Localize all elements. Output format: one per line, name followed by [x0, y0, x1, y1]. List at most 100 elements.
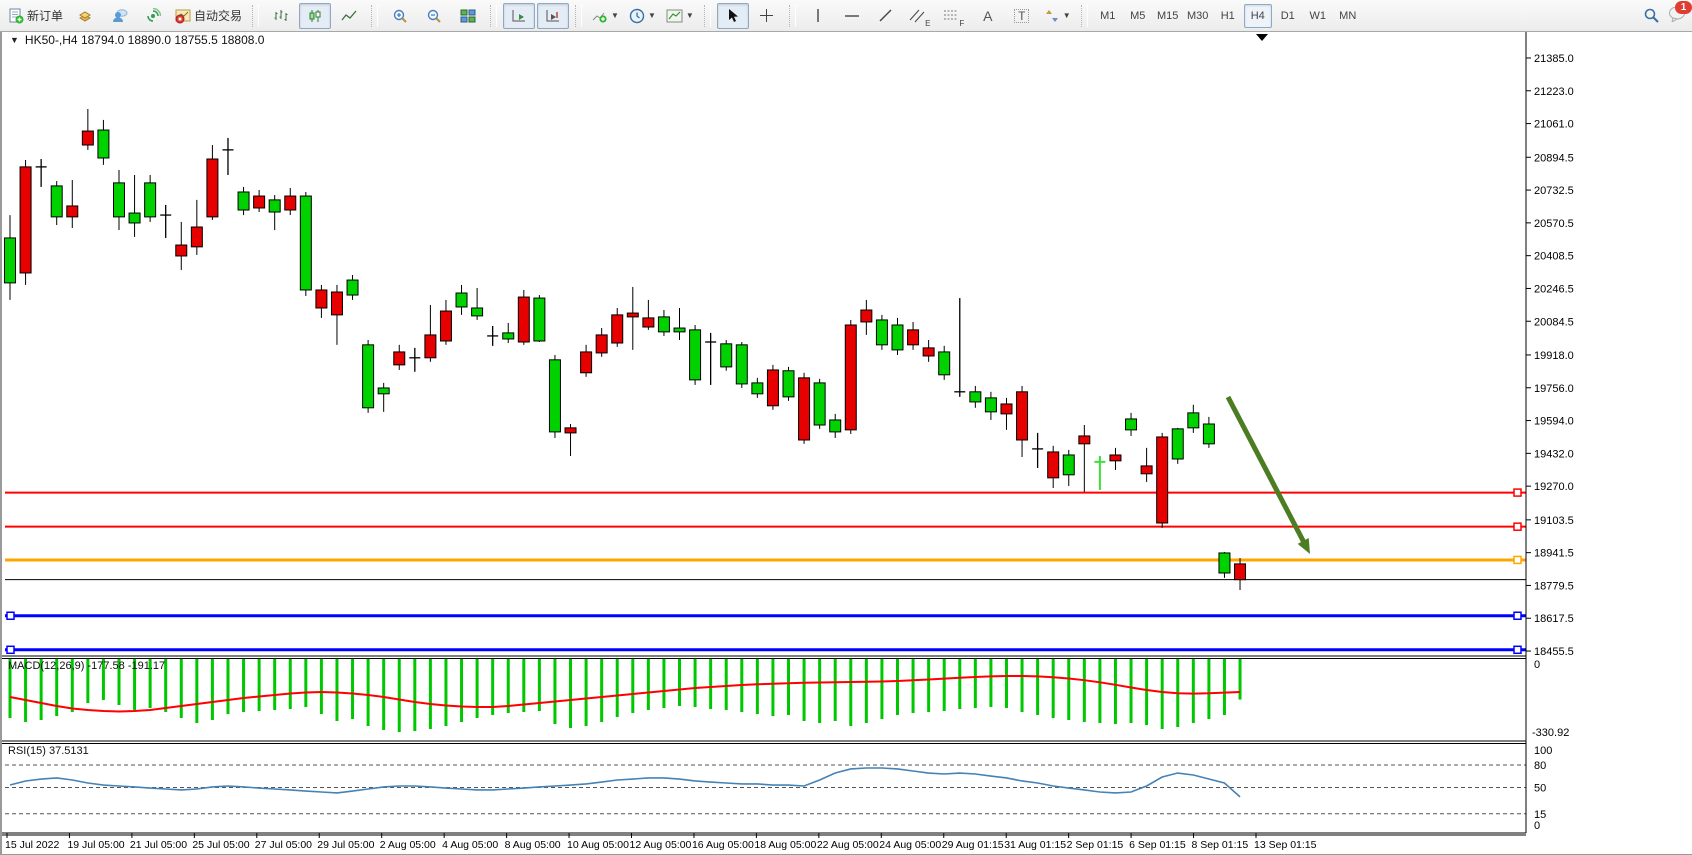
hline-handle[interactable]	[1513, 555, 1522, 565]
horizontal-line-icon	[844, 14, 859, 17]
price-axis-label: 20894.5	[1534, 152, 1574, 164]
bear-candle	[1078, 435, 1091, 445]
timeframe-button-W1[interactable]: W1	[1309, 9, 1326, 22]
line-chart-icon	[341, 10, 357, 20]
bear-candle	[1047, 451, 1060, 479]
text-tool-button[interactable]: A	[972, 3, 1004, 29]
community-button[interactable]	[103, 3, 135, 29]
bull-candle	[969, 391, 982, 403]
bull-candle	[112, 182, 125, 218]
timeframe-button-M1[interactable]: M1	[1100, 9, 1116, 22]
arrow-annotation[interactable]	[1225, 395, 1308, 547]
timeframe-button-M30[interactable]: M30	[1187, 9, 1209, 22]
fibonacci-tool-button[interactable]: F	[938, 3, 970, 29]
candlestick-mode-button[interactable]	[299, 2, 332, 29]
templates-button[interactable]: ▼	[662, 3, 698, 29]
time-axis-label: 2 Sep 01:15	[1067, 839, 1124, 851]
notifications-button[interactable]: 1	[1668, 1, 1692, 25]
cursor-tool-button[interactable]	[716, 2, 749, 29]
horizontal-line-tool-button[interactable]	[836, 3, 868, 29]
bull-candle	[533, 297, 546, 342]
timeframe-button-M15[interactable]: M15	[1157, 9, 1179, 22]
vertical-line-tool-button[interactable]	[802, 3, 834, 29]
rsi-indicator-label: RSI(15) 37.5131	[8, 745, 89, 757]
crosshair-tool-button[interactable]	[751, 3, 783, 29]
cursor-icon	[728, 9, 738, 22]
bar-chart-mode-button[interactable]	[265, 3, 297, 29]
price-axis-label: 21061.0	[1534, 119, 1574, 131]
time-axis-label: 21 Jul 05:00	[130, 839, 187, 851]
time-axis-label: 2 Aug 05:00	[380, 839, 436, 851]
indicators-button[interactable]: ▼	[588, 3, 623, 29]
bull-candle	[1125, 418, 1138, 431]
fibonacci-icon	[944, 10, 959, 20]
price-axis-label: 19432.0	[1534, 448, 1574, 460]
tile-windows-button[interactable]	[452, 3, 484, 29]
equidistant-channel-tool-button[interactable]: E	[904, 3, 936, 29]
timeframe-button-H1[interactable]: H1	[1220, 9, 1235, 22]
bear-candle	[1109, 454, 1122, 462]
trendline-icon	[879, 9, 892, 22]
rsi-level-label: 15	[1534, 809, 1546, 821]
auto-scroll-button[interactable]	[503, 2, 536, 29]
search-icon[interactable]	[1643, 7, 1660, 24]
autotrading-label: 自动交易	[194, 9, 243, 23]
bear-candle	[766, 369, 779, 407]
auto-scroll-icon	[512, 9, 526, 21]
hline-handle[interactable]	[1513, 522, 1522, 531]
bear-candle	[1156, 436, 1169, 524]
signals-button[interactable]	[137, 3, 169, 29]
price-axis-label: 18941.5	[1534, 548, 1574, 560]
bear-candle	[580, 351, 593, 374]
bear-candle	[844, 324, 857, 431]
bear-candle	[19, 166, 32, 274]
hline-handle[interactable]	[1513, 488, 1522, 497]
template-icon	[666, 9, 683, 22]
bear-candle	[284, 195, 297, 211]
toolbar-separator	[575, 4, 583, 27]
periods-button[interactable]: ▼	[625, 3, 660, 29]
bull-candle	[782, 370, 795, 398]
chart-shift-marker[interactable]	[1256, 34, 1268, 41]
hline-handle[interactable]	[1513, 645, 1522, 655]
arrows-tool-button[interactable]: ▼	[1040, 3, 1075, 29]
zoom-out-button[interactable]	[418, 3, 450, 29]
timeframe-button-M5[interactable]: M5	[1130, 9, 1146, 22]
bear-candle	[253, 195, 266, 209]
notification-badge: 1	[1675, 1, 1692, 14]
bear-candle	[564, 427, 577, 434]
bull-candle	[237, 191, 250, 211]
hline-handle[interactable]	[6, 611, 15, 621]
timeframe-button-MN[interactable]: MN	[1339, 9, 1357, 22]
market-button[interactable]	[69, 3, 101, 29]
time-axis-label: 31 Aug 01:15	[1004, 839, 1066, 851]
bull-candle	[875, 319, 888, 346]
bear-candle	[439, 310, 452, 342]
bull-candle	[735, 344, 748, 385]
time-axis-label: 15 Jul 2022	[5, 839, 59, 851]
toolbar-separator	[703, 4, 711, 27]
symbol-dropdown-icon[interactable]: ▼	[10, 35, 19, 45]
bear-candle	[517, 296, 530, 343]
clock-icon	[629, 8, 645, 23]
price-axis-label: 21385.0	[1534, 53, 1574, 65]
price-axis-label: 20570.5	[1534, 218, 1574, 230]
text-label-tool-button[interactable]: T	[1006, 3, 1038, 29]
timeframe-button-H4[interactable]: H4	[1243, 3, 1272, 28]
arrow-annotation-head[interactable]	[1297, 538, 1310, 554]
hline-handle[interactable]	[6, 645, 15, 655]
hline-handle[interactable]	[1513, 611, 1522, 621]
text-label-tool-icon: T	[1014, 8, 1030, 23]
dropdown-caret-icon: ▼	[685, 11, 694, 20]
zoom-in-button[interactable]	[384, 3, 416, 29]
line-chart-mode-button[interactable]	[333, 3, 365, 29]
trendline-tool-button[interactable]	[870, 3, 902, 29]
chart-shift-button[interactable]	[537, 2, 570, 29]
price-axis-label: 20246.5	[1534, 283, 1574, 295]
new-order-button[interactable]: 新订单	[4, 3, 67, 29]
time-axis-label: 29 Jul 05:00	[317, 839, 374, 851]
timeframe-button-D1[interactable]: D1	[1280, 9, 1295, 22]
autotrading-button[interactable]: 自动交易	[171, 3, 246, 29]
time-axis-label: 4 Aug 05:00	[442, 839, 498, 851]
